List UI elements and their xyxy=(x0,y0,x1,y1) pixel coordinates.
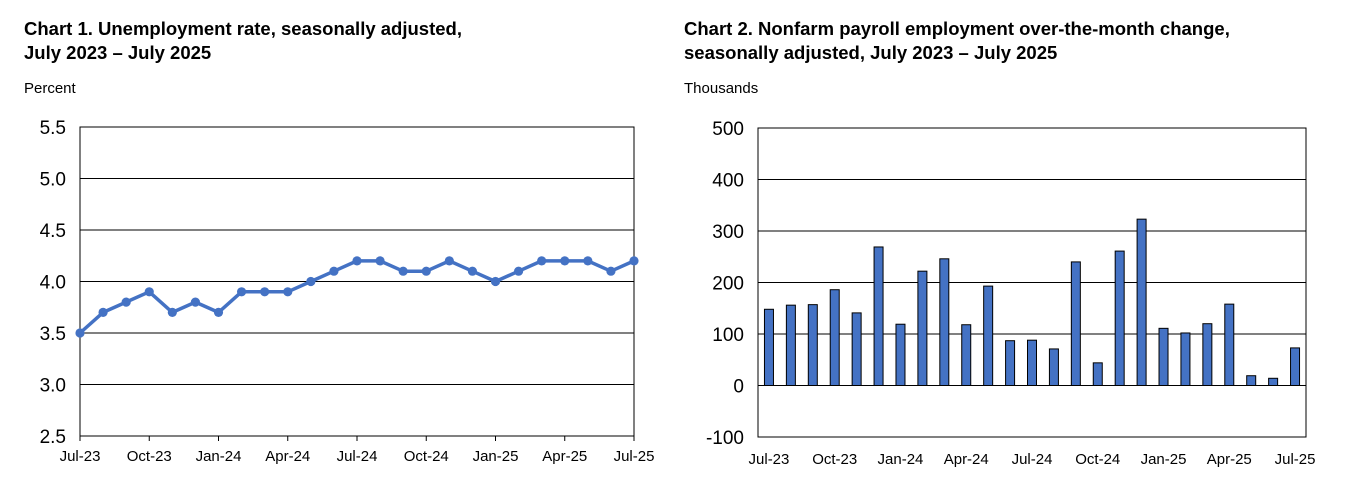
chart2-xtick-label: Jul-25 xyxy=(1275,451,1316,468)
chart2-bar xyxy=(1224,303,1235,387)
chart1-xtick-label: Jul-25 xyxy=(614,448,655,465)
chart1-data-point xyxy=(490,276,501,287)
chart2-bar xyxy=(1070,261,1081,386)
chart1-data-point xyxy=(467,266,478,276)
chart2-ytick-label: 500 xyxy=(712,119,744,140)
chart1-xtick-label: Jan-24 xyxy=(196,448,242,465)
chart2-title-line1: Chart 2. Nonfarm payroll employment over… xyxy=(684,18,1230,39)
chart1-xtick-label: Jul-24 xyxy=(337,448,378,465)
chart2-ytick-label: 200 xyxy=(712,274,744,295)
chart1-data-point xyxy=(629,256,639,266)
chart1-xtick-label: Oct-24 xyxy=(404,448,449,465)
chart2-bar xyxy=(961,324,972,387)
chart2-ylabel: Thousands xyxy=(684,80,759,97)
chart1-data-point xyxy=(260,287,270,297)
chart1-data-point xyxy=(98,307,108,317)
chart2-bar xyxy=(807,304,818,386)
chart1-data-point xyxy=(444,256,454,266)
chart1-data-point xyxy=(329,266,339,276)
chart2-ytick-label: 300 xyxy=(712,222,744,243)
chart2-bar xyxy=(1246,375,1257,386)
chart2-bar xyxy=(983,285,994,387)
chart2-bar xyxy=(829,289,840,386)
chart1-data-point xyxy=(560,256,570,266)
chart1-data-point xyxy=(213,307,224,317)
chart2-ytick-label: -100 xyxy=(706,428,744,449)
chart1-ytick-label: 3.0 xyxy=(40,376,66,397)
chart1-ytick-label: 3.5 xyxy=(40,324,66,345)
chart1-xtick-label: Apr-25 xyxy=(542,448,587,465)
chart1-data-point xyxy=(283,287,293,297)
chart1-xtick-label: Jan-25 xyxy=(473,448,519,465)
chart2-plot-frame xyxy=(757,127,1307,438)
chart1-data-point xyxy=(190,297,201,307)
chart2-bar xyxy=(1180,332,1191,386)
chart1-data-point xyxy=(144,287,154,297)
chart1-data-point xyxy=(375,256,385,266)
chart2-ytick-label: 0 xyxy=(733,377,744,398)
chart2-bar xyxy=(851,312,862,387)
chart2-bar xyxy=(895,323,906,386)
chart1-data-point xyxy=(352,256,362,266)
chart2-ytick-label: 400 xyxy=(712,171,744,192)
chart1-ytick-label: 4.0 xyxy=(40,273,66,294)
chart1-ytick-label: 4.5 xyxy=(40,221,66,242)
chart2-bar xyxy=(873,246,884,386)
chart1-title-line2: July 2023 – July 2025 xyxy=(24,42,212,63)
chart1-ytick-label: 2.5 xyxy=(40,427,66,448)
chart2-bar xyxy=(1136,218,1147,386)
chart2-bar xyxy=(1202,323,1213,387)
chart2-bar xyxy=(1290,347,1301,386)
chart1-data-point xyxy=(398,266,408,276)
chart2-bar xyxy=(1092,362,1103,386)
chart1-data-point xyxy=(236,287,247,297)
chart1-xtick-label: Apr-24 xyxy=(265,448,310,465)
chart2-bar xyxy=(1158,327,1169,386)
chart2-xtick-label: Jul-24 xyxy=(1012,451,1053,468)
chart1-data-point xyxy=(583,256,593,266)
chart2-xtick-label: Oct-24 xyxy=(1075,451,1120,468)
chart1-title: Chart 1. Unemployment rate, seasonally a… xyxy=(24,17,462,65)
chart1-data-point xyxy=(513,266,524,276)
chart2-xtick-label: Jan-24 xyxy=(878,451,924,468)
chart2-bar xyxy=(1005,340,1016,387)
chart1-data-point xyxy=(306,276,316,287)
chart1-ytick-label: 5.0 xyxy=(40,170,66,191)
chart2-xtick-label: Apr-25 xyxy=(1207,451,1252,468)
chart2-bar xyxy=(1027,339,1037,386)
chart2-ytick-label: 100 xyxy=(712,325,744,346)
chart2-bar xyxy=(785,304,796,386)
chart2-xtick-label: Oct-23 xyxy=(812,451,857,468)
chart2-xtick-label: Apr-24 xyxy=(944,451,989,468)
chart1-data-point xyxy=(537,256,547,266)
chart2-xtick-label: Jan-25 xyxy=(1141,451,1187,468)
chart2-title-line2: seasonally adjusted, July 2023 – July 20… xyxy=(684,42,1058,63)
chart2-bar xyxy=(763,308,774,386)
chart2-bar xyxy=(1048,348,1059,386)
chart1-xtick-label: Oct-23 xyxy=(127,448,172,465)
chart1-data-point xyxy=(606,266,616,276)
chart1-data-point xyxy=(75,328,85,338)
chart2-bar xyxy=(939,258,950,386)
chart1-data-point xyxy=(121,297,131,307)
chart1-ytick-label: 5.5 xyxy=(40,118,66,139)
chart1-data-point xyxy=(421,266,431,276)
chart2-xtick-label: Jul-23 xyxy=(749,451,790,468)
chart2-title: Chart 2. Nonfarm payroll employment over… xyxy=(684,17,1230,65)
chart2-bar xyxy=(917,270,928,387)
chart1-title-line1: Chart 1. Unemployment rate, seasonally a… xyxy=(24,18,462,39)
chart1-ylabel: Percent xyxy=(24,80,76,97)
chart2-bar xyxy=(1114,250,1125,386)
chart2-bar xyxy=(1268,377,1279,387)
chart1-xtick-label: Jul-23 xyxy=(60,448,101,465)
chart1-data-point xyxy=(167,307,177,317)
